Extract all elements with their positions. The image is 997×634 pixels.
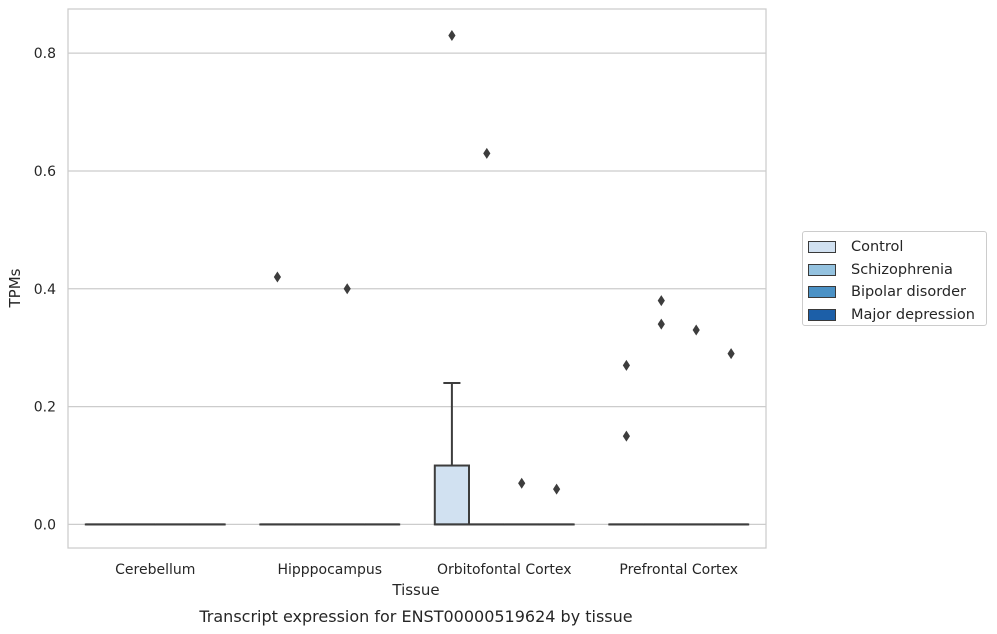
legend: Control Schizophrenia Bipolar disorder Majo… — [802, 231, 987, 326]
box-group — [433, 30, 471, 526]
legend-item: Major depression — [808, 304, 986, 327]
y-tick-labels: 0.0 0.2 0.4 0.6 0.8 — [34, 46, 56, 533]
chart-caption: Transcript expression for ENST0000051962… — [198, 607, 632, 626]
boxes — [84, 30, 750, 526]
legend-swatch — [808, 286, 836, 299]
x-tick-label: Orbitofontal Cortex — [437, 562, 572, 578]
y-tick-label: 0.0 — [34, 517, 56, 533]
outlier-point — [727, 348, 735, 360]
x-axis-title: Tissue — [391, 581, 439, 599]
outlier-point — [622, 359, 630, 371]
outlier-point — [483, 147, 491, 159]
x-tick-label: Cerebellum — [115, 562, 195, 578]
y-tick-label: 0.8 — [34, 46, 56, 62]
outlier-point — [273, 271, 281, 283]
y-axis-title: TPMs — [6, 268, 24, 308]
outlier-point — [448, 30, 456, 42]
outlier-point — [553, 483, 561, 495]
y-tick-label: 0.6 — [34, 164, 56, 180]
outlier-point — [657, 318, 665, 330]
box-group — [608, 359, 645, 526]
box — [433, 464, 471, 526]
box-group — [712, 348, 750, 526]
legend-item: Schizophrenia — [808, 259, 986, 282]
outlier-point — [692, 324, 700, 336]
legend-item: Control — [808, 236, 986, 259]
legend-swatch — [808, 241, 836, 254]
legend-item: Bipolar disorder — [808, 281, 986, 304]
outlier-point — [657, 295, 665, 307]
y-tick-label: 0.2 — [34, 400, 56, 416]
legend-swatch — [808, 308, 836, 321]
x-tick-label: Hipppocampus — [277, 562, 382, 578]
legend-label: Schizophrenia — [851, 261, 953, 278]
legend-label: Control — [851, 239, 904, 256]
legend-label: Bipolar disorder — [851, 284, 966, 301]
outlier-point — [622, 430, 630, 442]
plot-frame — [67, 8, 767, 549]
legend-swatch — [808, 263, 836, 276]
y-tick-label: 0.4 — [34, 282, 56, 298]
legend-label: Major depression — [851, 306, 975, 323]
outlier-point — [343, 283, 351, 295]
box-group — [538, 483, 575, 526]
outlier-point — [518, 477, 526, 489]
x-tick-label: Prefrontal Cortex — [619, 562, 738, 578]
x-tick-labels: Cerebellum Hipppocampus Orbitofontal Corte… — [115, 562, 738, 578]
